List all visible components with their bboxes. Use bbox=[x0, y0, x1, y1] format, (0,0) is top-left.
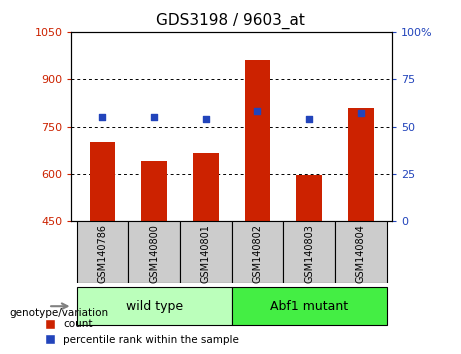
Point bbox=[150, 114, 158, 120]
Point bbox=[357, 110, 365, 116]
FancyBboxPatch shape bbox=[284, 221, 335, 283]
Point bbox=[202, 116, 209, 122]
Bar bbox=[348, 108, 374, 221]
Point bbox=[99, 114, 106, 120]
Point bbox=[306, 116, 313, 122]
FancyBboxPatch shape bbox=[77, 221, 128, 283]
Text: GSM140803: GSM140803 bbox=[304, 224, 314, 283]
Text: GDS3198 / 9603_at: GDS3198 / 9603_at bbox=[156, 12, 305, 29]
Bar bbox=[89, 142, 115, 221]
Text: Abf1 mutant: Abf1 mutant bbox=[270, 300, 348, 313]
Bar bbox=[141, 161, 167, 221]
FancyBboxPatch shape bbox=[335, 221, 387, 283]
Text: wild type: wild type bbox=[125, 300, 183, 313]
Bar bbox=[296, 175, 322, 221]
FancyBboxPatch shape bbox=[231, 287, 387, 325]
Text: GSM140802: GSM140802 bbox=[253, 224, 262, 283]
Text: GSM140801: GSM140801 bbox=[201, 224, 211, 283]
Text: genotype/variation: genotype/variation bbox=[9, 308, 108, 318]
FancyBboxPatch shape bbox=[77, 287, 231, 325]
Bar bbox=[193, 153, 219, 221]
Bar bbox=[245, 60, 271, 221]
Text: GSM140804: GSM140804 bbox=[356, 224, 366, 283]
Text: GSM140800: GSM140800 bbox=[149, 224, 159, 283]
Legend: count, percentile rank within the sample: count, percentile rank within the sample bbox=[42, 315, 243, 349]
FancyBboxPatch shape bbox=[180, 221, 231, 283]
FancyBboxPatch shape bbox=[128, 221, 180, 283]
Point bbox=[254, 109, 261, 114]
Text: GSM140786: GSM140786 bbox=[97, 224, 107, 283]
FancyBboxPatch shape bbox=[231, 221, 284, 283]
